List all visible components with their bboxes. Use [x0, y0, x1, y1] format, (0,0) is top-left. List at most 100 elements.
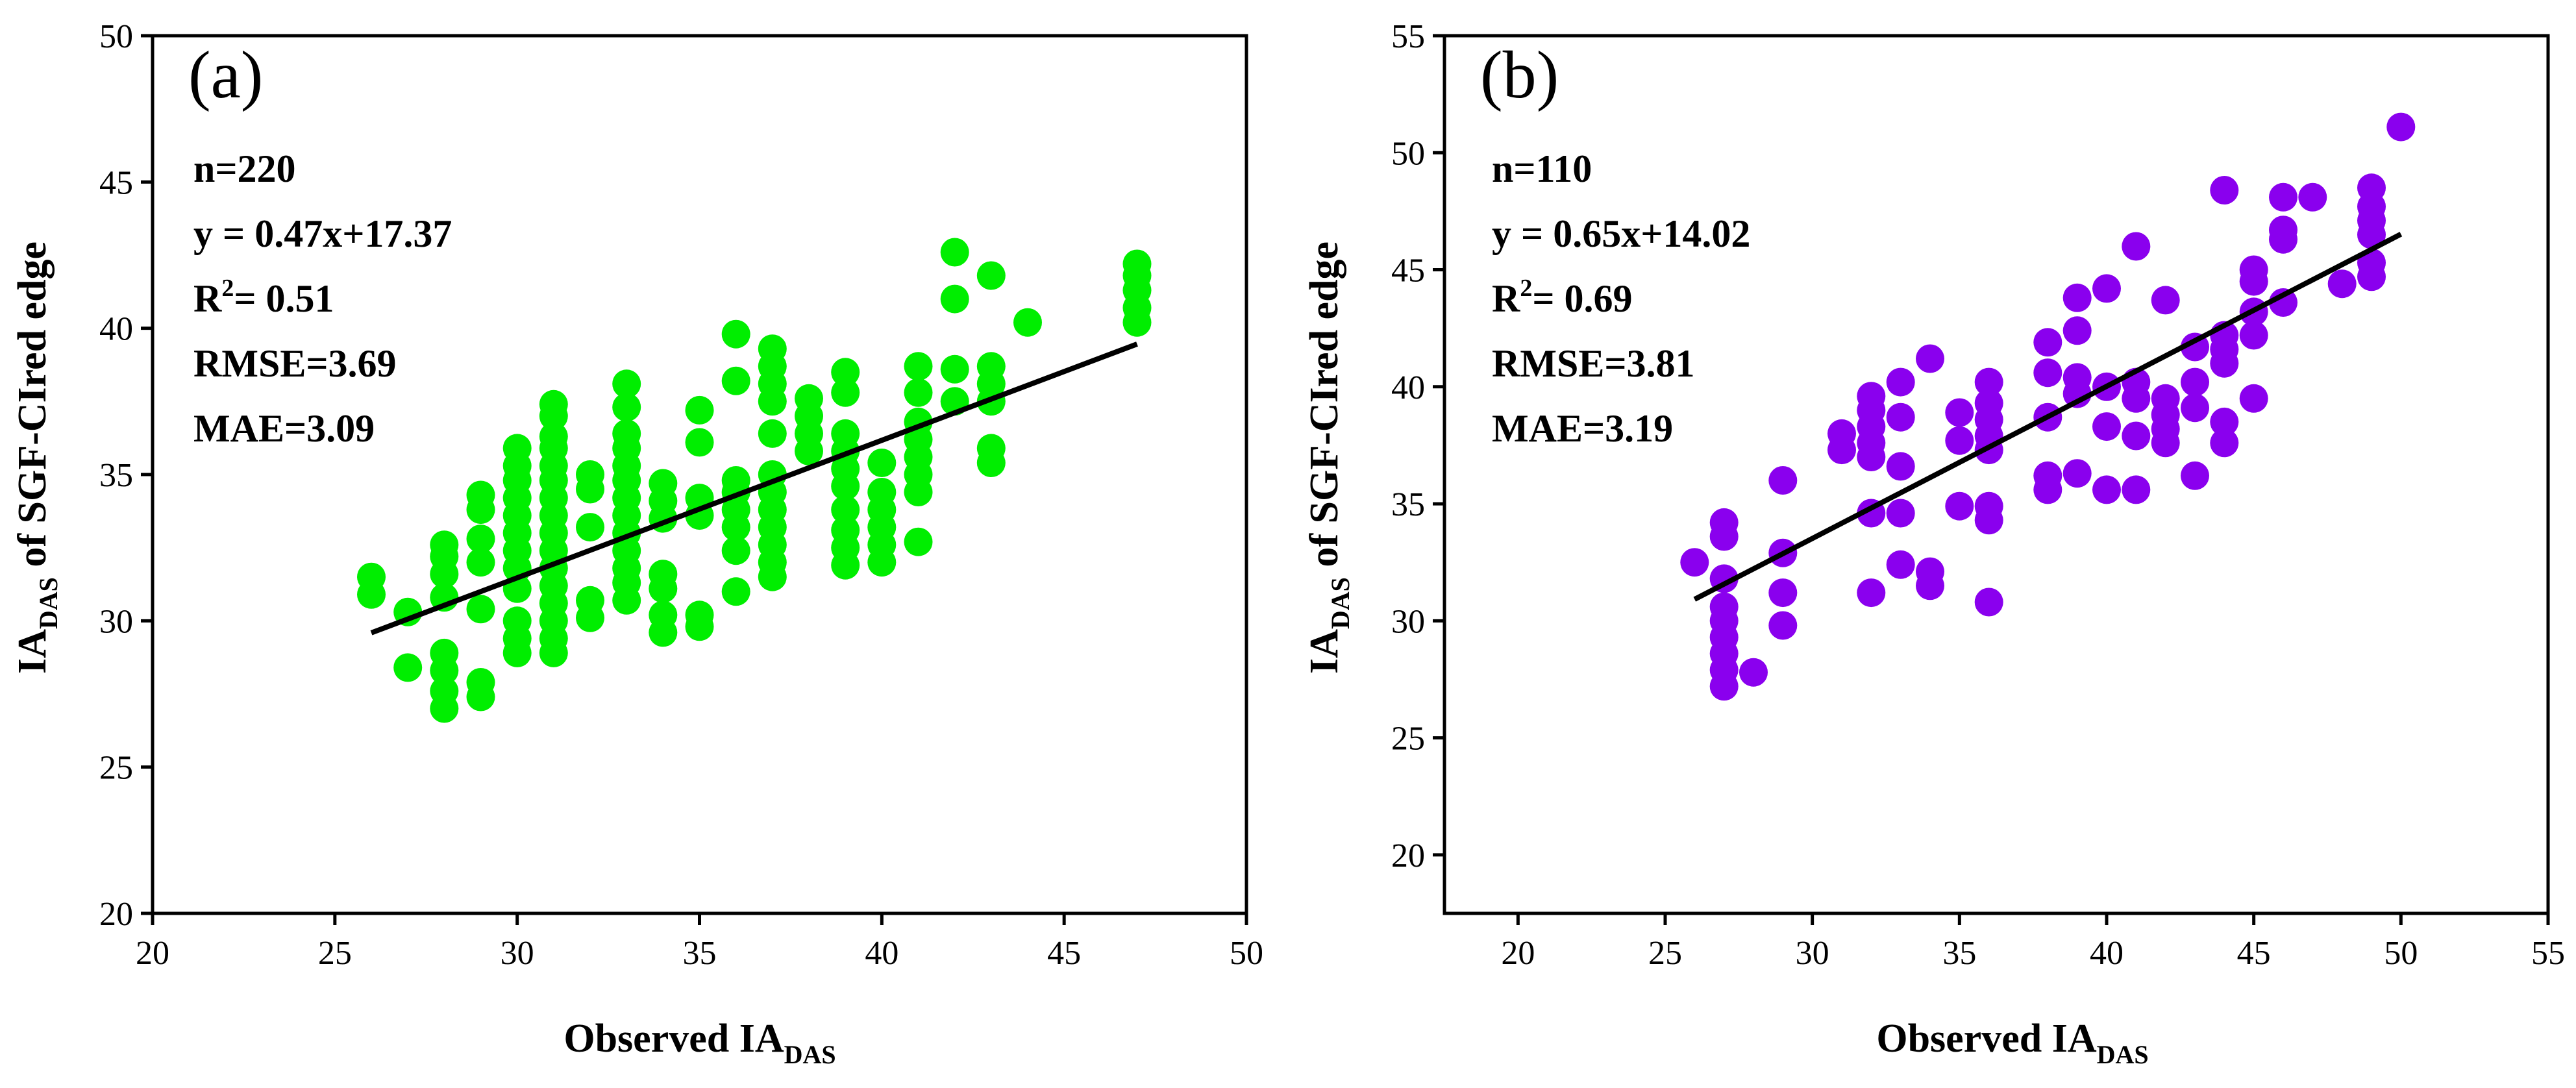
data-point-a-1	[357, 562, 386, 591]
data-point-b-25	[1886, 499, 1915, 528]
data-point-a-110	[831, 378, 860, 407]
data-point-a-141	[1122, 249, 1152, 278]
data-point-b-30	[1916, 557, 1944, 586]
data-point-a-7	[430, 638, 459, 667]
x-ticks-b: 20 25 30 35 40 45 50 55	[1501, 913, 2565, 972]
y-tick-label-b-0: 20	[1391, 837, 1425, 874]
x-tick-label-b-5: 45	[2237, 935, 2271, 972]
data-point-a-46	[539, 389, 568, 419]
data-point-b-66	[2151, 286, 2180, 315]
x-tick-label-b-3: 35	[1942, 935, 1976, 972]
data-point-b-51	[2062, 316, 2092, 345]
plot-frame-b	[1443, 34, 2550, 915]
stat-r2-value-a: = 0.51	[234, 277, 334, 320]
data-point-a-44	[539, 422, 568, 451]
data-point-a-15	[466, 548, 495, 577]
data-point-b-12	[1768, 578, 1798, 608]
plot-frame-a	[151, 34, 1248, 915]
y-tick-label-a-0: 20	[99, 896, 133, 933]
stat-r2-b: R2= 0.69	[1492, 275, 1633, 320]
scatter-points-b	[1680, 112, 2416, 701]
data-point-a-2	[393, 653, 423, 682]
data-point-a-77	[685, 395, 714, 425]
x-tick-label-b-6: 50	[2384, 935, 2418, 972]
data-point-a-16	[466, 525, 495, 554]
data-point-a-101	[795, 384, 823, 413]
data-point-a-131	[976, 434, 1006, 463]
data-point-b-65	[2151, 384, 2180, 413]
data-point-a-83	[721, 466, 750, 495]
data-point-a-116	[867, 478, 897, 506]
scatter-points-a	[357, 238, 1152, 723]
data-point-b-16	[1827, 419, 1856, 448]
x-axis-title-sub-b: DAS	[2097, 1040, 2149, 1069]
data-point-b-17	[1857, 578, 1886, 608]
data-point-b-37	[1974, 491, 2003, 521]
y-tick-label-b-1: 25	[1391, 721, 1425, 758]
data-point-b-67	[2181, 461, 2209, 490]
data-point-a-85	[721, 319, 750, 349]
data-point-b-61	[2122, 232, 2151, 261]
data-point-b-85	[2269, 182, 2297, 212]
data-point-b-87	[2327, 269, 2357, 299]
data-point-a-66	[649, 600, 678, 630]
stat-rmse-a: RMSE=3.69	[193, 342, 397, 385]
data-point-b-46	[2033, 358, 2062, 388]
data-point-b-24	[1886, 550, 1915, 579]
data-point-b-42	[1974, 367, 2003, 397]
y-axis-title-main-b: IA	[1302, 629, 1346, 674]
data-point-a-78	[721, 577, 750, 606]
data-point-a-62	[612, 419, 641, 448]
y-axis-title-rest-b: of SGF-CIred edge	[1302, 241, 1346, 577]
data-point-a-117	[867, 449, 897, 477]
data-point-b-53	[2092, 475, 2121, 504]
data-point-a-5	[430, 676, 459, 706]
data-point-b-47	[2033, 328, 2062, 357]
data-point-b-6	[1709, 592, 1739, 621]
y-tick-label-b-3: 35	[1391, 486, 1425, 523]
data-point-b-34	[1945, 398, 1974, 427]
stat-r2-a: R2= 0.51	[193, 275, 334, 320]
y-axis-title-sub-b: DAS	[1326, 577, 1355, 629]
stat-equation-a: y = 0.47x+17.37	[193, 212, 452, 255]
x-tick-label-a-5: 45	[1047, 935, 1081, 972]
x-tick-label-b-1: 25	[1648, 935, 1682, 972]
data-point-b-48	[2062, 459, 2092, 488]
data-point-a-64	[612, 369, 641, 399]
fit-line-a	[370, 341, 1138, 636]
data-point-a-134	[976, 352, 1006, 381]
data-point-b-14	[1768, 466, 1798, 495]
y-tick-label-b-7: 55	[1391, 18, 1425, 55]
data-point-a-73	[685, 600, 714, 630]
data-point-b-50	[2062, 363, 2092, 392]
stat-r2-sup-a: 2	[221, 275, 234, 302]
data-point-b-54	[2092, 412, 2121, 441]
y-axis-title-b: IADAS of SGF-CIred edge	[1302, 241, 1355, 674]
data-point-a-51	[576, 460, 604, 489]
x-axis-title-sub-a: DAS	[784, 1040, 836, 1069]
x-tick-label-b-4: 40	[2090, 935, 2124, 972]
data-point-a-105	[831, 495, 860, 525]
data-point-b-94	[2386, 112, 2416, 142]
x-axis-title-b: Observed IADAS	[1876, 1017, 2148, 1069]
y-tick-label-b-4: 40	[1391, 369, 1425, 406]
y-tick-label-b-6: 50	[1391, 135, 1425, 172]
data-point-b-84	[2269, 216, 2297, 245]
data-point-b-35	[1974, 587, 2003, 617]
data-point-a-14	[466, 595, 495, 624]
x-tick-label-a-3: 35	[683, 935, 717, 972]
y-ticks-b: 20 25 30 35 40 45 50 55	[1391, 18, 1444, 874]
x-tick-label-a-6: 50	[1230, 935, 1263, 972]
data-point-b-28	[1886, 367, 1915, 397]
stat-r2-prefix-b: R	[1492, 277, 1520, 320]
data-point-a-93	[758, 419, 787, 448]
data-point-b-68	[2181, 393, 2209, 423]
x-tick-label-a-4: 40	[865, 935, 898, 972]
data-point-b-9	[1709, 508, 1739, 537]
data-point-b-41	[1974, 389, 2003, 417]
stat-r2-value-b: = 0.69	[1532, 277, 1632, 320]
data-point-b-27	[1886, 402, 1915, 432]
data-point-b-23	[1857, 382, 1886, 411]
